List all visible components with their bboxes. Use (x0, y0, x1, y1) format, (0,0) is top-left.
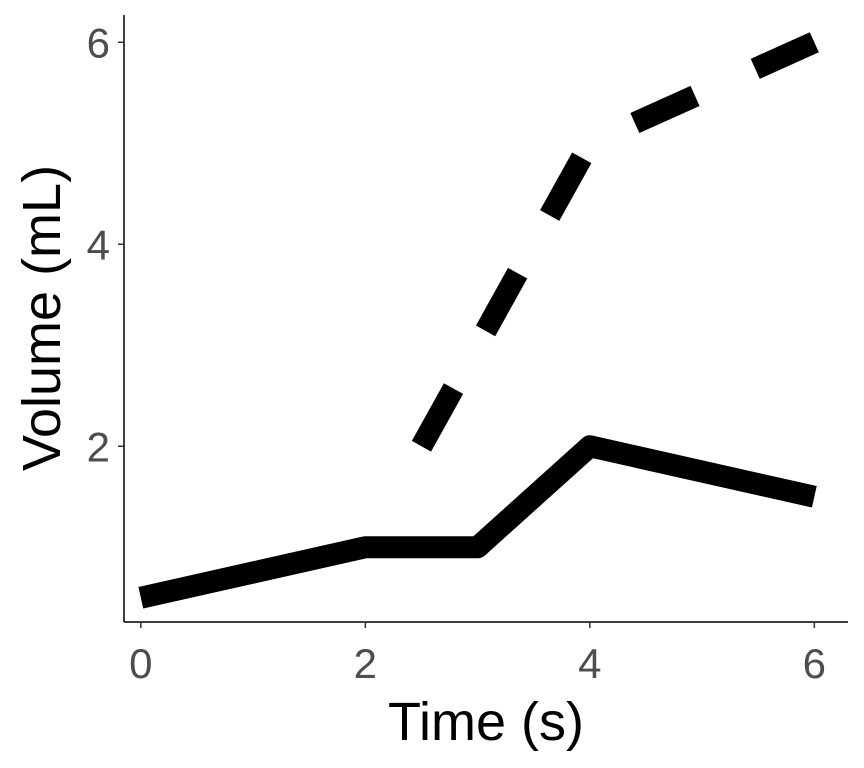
x-tick-label: 0 (129, 640, 152, 687)
x-tick-label: 6 (803, 640, 826, 687)
y-tick-label: 6 (87, 19, 110, 66)
series-layer (138, 32, 819, 609)
x-axis-title: Time (s) (388, 692, 584, 752)
x-tick-label: 4 (578, 640, 601, 687)
y-tick-label: 2 (87, 423, 110, 470)
y-axis-title: Volume (mL) (12, 165, 72, 471)
series-line-dashed (411, 32, 819, 452)
ticks-layer: 0 2 4 6 2 4 6 (87, 19, 826, 687)
y-tick-label: 4 (87, 221, 110, 268)
x-tick-label: 2 (354, 640, 377, 687)
series-line-solid (138, 435, 817, 609)
